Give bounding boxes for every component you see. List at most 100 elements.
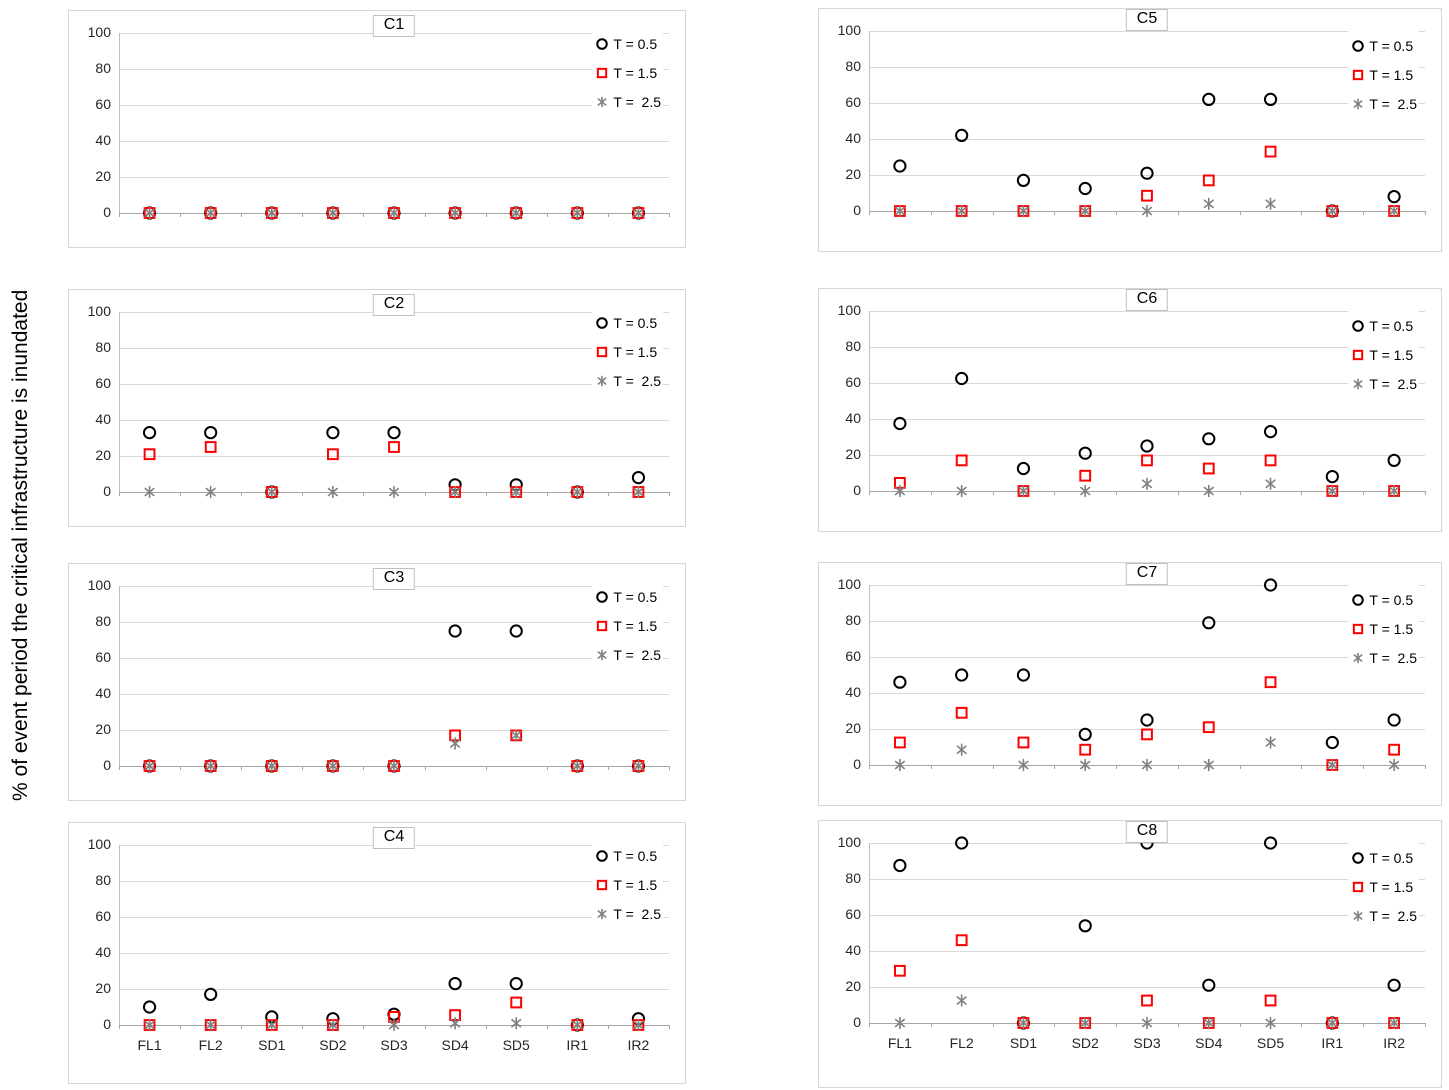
axis-tick <box>1177 765 1179 769</box>
axis-tick <box>363 213 365 217</box>
gridline <box>869 987 1425 988</box>
data-point-circle <box>1387 978 1401 992</box>
data-point-asterisk <box>597 375 607 386</box>
legend-label: T = 2.5 <box>1369 649 1417 666</box>
data-point-circle <box>1078 446 1092 460</box>
y-tick-label: 60 <box>845 374 861 390</box>
axis-tick <box>1301 765 1303 769</box>
axis-tick <box>1116 765 1118 769</box>
legend-item: T = 1.5 <box>1350 340 1417 369</box>
y-tick-label: 20 <box>845 446 861 462</box>
legend-label: T = 1.5 <box>613 617 658 634</box>
data-point-circle <box>1263 836 1278 850</box>
y-tick-label: 20 <box>95 168 111 184</box>
axis-tick <box>669 213 670 217</box>
data-point-asterisk <box>1141 1016 1153 1030</box>
legend: T = 0.5 T = 1.5 T = 2.5 <box>1348 585 1419 672</box>
axis-tick <box>1425 211 1426 215</box>
legend-label: T = 1.5 <box>613 343 658 360</box>
legend-label: T = 2.5 <box>613 905 661 922</box>
data-point-square <box>893 964 906 977</box>
y-tick-label: 80 <box>845 338 861 354</box>
x-tick-label: IR2 <box>627 1037 650 1053</box>
x-tick-label: SD4 <box>441 1037 469 1053</box>
legend-item: T = 2.5 <box>1350 89 1417 118</box>
axis-tick <box>302 766 304 770</box>
y-axis-line <box>869 311 870 495</box>
y-tick-label: 40 <box>845 410 861 426</box>
circle-icon <box>1352 593 1365 606</box>
data-point-square <box>1141 454 1153 467</box>
data-point-asterisk <box>388 206 400 220</box>
axis-tick <box>1425 1023 1426 1027</box>
y-tick-label: 60 <box>95 649 111 665</box>
axis-tick <box>930 765 932 769</box>
data-point-asterisk <box>205 1018 216 1032</box>
data-point-square <box>1202 721 1215 734</box>
data-point-square <box>1264 676 1277 689</box>
data-point-asterisk <box>1141 477 1153 490</box>
data-point-square <box>1264 454 1277 467</box>
legend-label: T = 2.5 <box>613 93 661 110</box>
x-tick-label: IR1 <box>1321 1035 1344 1051</box>
data-point-circle <box>1016 461 1031 476</box>
axis-tick <box>992 1023 994 1027</box>
data-points-layer <box>142 977 646 1032</box>
gridline <box>869 657 1425 658</box>
legend-label: T = 1.5 <box>1369 346 1414 363</box>
legend-label: T = 0.5 <box>613 314 658 331</box>
x-tick-label: IR2 <box>1383 1035 1405 1051</box>
data-point-circle <box>1325 735 1339 750</box>
axis-tick <box>363 766 365 770</box>
x-tick-label: FL2 <box>949 1035 974 1051</box>
data-point-asterisk <box>450 737 461 750</box>
axis-tick <box>1054 765 1056 769</box>
data-point-circle <box>1202 616 1216 630</box>
axis-tick <box>992 765 994 769</box>
asterisk-icon <box>597 908 607 919</box>
gridline <box>119 69 669 70</box>
y-tick-label: 60 <box>845 648 861 664</box>
data-point-asterisk <box>1203 197 1214 210</box>
data-point-asterisk <box>1353 652 1363 663</box>
chart-panel-c2: 0 20 40 60 80 100 C2 T = 0.5 T = 1.5 T = 2.5 <box>68 289 686 527</box>
gridline <box>869 879 1425 880</box>
square-icon <box>1353 69 1364 80</box>
axis-tick <box>424 766 426 770</box>
data-point-circle <box>1202 432 1216 446</box>
legend-item: T = 0.5 <box>1350 843 1417 872</box>
data-point-square <box>893 736 906 749</box>
data-point-asterisk <box>1265 477 1276 490</box>
axis-tick <box>241 213 243 217</box>
data-point-square <box>1264 145 1277 158</box>
data-point-square <box>597 67 608 78</box>
square-icon <box>597 346 608 357</box>
data-point-asterisk <box>1389 484 1400 498</box>
x-axis-line <box>869 491 1425 492</box>
chart-panel-c6: 0 20 40 60 80 100 C6 T = 0.5 T = 1.5 T = 2.5 <box>818 288 1442 532</box>
legend-label: T = 0.5 <box>613 847 658 864</box>
data-point-asterisk <box>450 1017 461 1030</box>
data-point-asterisk <box>1141 758 1153 772</box>
data-point-square <box>326 448 339 461</box>
y-tick-label: 100 <box>87 577 111 593</box>
legend-item: T = 2.5 <box>594 640 661 669</box>
axis-tick <box>424 492 426 496</box>
data-point-circle <box>955 836 969 850</box>
data-point-asterisk <box>1203 758 1214 772</box>
circle-icon <box>1352 39 1365 52</box>
data-point-square <box>955 934 968 947</box>
data-points-layer <box>893 92 1401 218</box>
data-point-asterisk <box>1353 378 1363 389</box>
axis-tick <box>1054 491 1056 495</box>
data-point-circle <box>1078 919 1092 933</box>
axis-tick <box>1116 1023 1118 1027</box>
data-point-asterisk <box>144 759 155 773</box>
data-point-asterisk <box>572 485 583 499</box>
y-tick-label: 0 <box>103 757 111 773</box>
legend-label: T = 0.5 <box>1369 591 1414 608</box>
y-tick-label: 80 <box>845 870 861 886</box>
gridline <box>119 917 669 918</box>
axis-tick <box>1054 1023 1056 1027</box>
axis-tick <box>424 1025 426 1029</box>
